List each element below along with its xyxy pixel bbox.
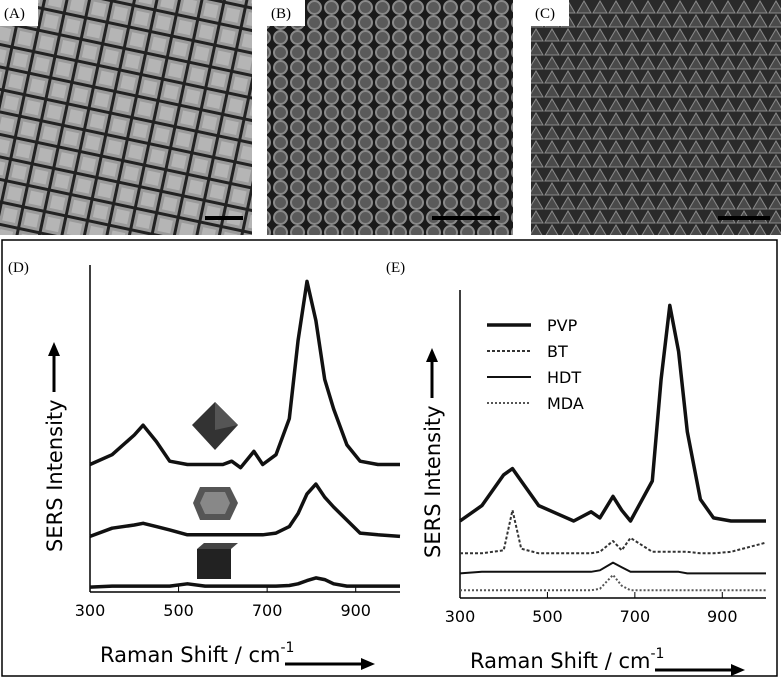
x-tick-label: 900 bbox=[340, 601, 371, 620]
x-arrow-head bbox=[731, 664, 745, 676]
y-axis-label: SERS Intensity bbox=[43, 399, 67, 552]
x-tick-label: 700 bbox=[252, 601, 283, 620]
x-axis-label-text: Raman Shift / cm bbox=[100, 643, 280, 667]
x-tick-label: 900 bbox=[707, 607, 738, 626]
x-tick-label: 300 bbox=[445, 607, 476, 626]
spectrum-line bbox=[459, 561, 766, 575]
x-axis-label-text: Raman Shift / cm bbox=[470, 649, 650, 673]
spectrum-line bbox=[460, 509, 767, 555]
sem-image-b bbox=[267, 0, 513, 235]
x-tick-label: 500 bbox=[163, 601, 194, 620]
x-tick-label: 300 bbox=[75, 601, 106, 620]
legend-label: BT bbox=[547, 342, 568, 361]
panel-label: (A) bbox=[4, 6, 25, 22]
legend-label: PVP bbox=[547, 316, 578, 335]
x-axis-label: Raman Shift / cm-1 bbox=[100, 640, 294, 667]
spectrum-line bbox=[89, 576, 400, 589]
spectrum-line bbox=[89, 279, 400, 470]
sem-image-c bbox=[531, 0, 781, 235]
x-tick-label: 700 bbox=[620, 607, 651, 626]
spectrum-line bbox=[89, 482, 401, 539]
panel-label: (D) bbox=[8, 260, 29, 276]
x-axis-label-superscript: -1 bbox=[280, 640, 294, 656]
legend-label: HDT bbox=[547, 368, 581, 387]
legend-label: MDA bbox=[547, 394, 584, 413]
y-arrow-head bbox=[426, 348, 438, 362]
panel-label: (C) bbox=[535, 6, 555, 22]
x-axis-label-superscript: -1 bbox=[650, 646, 664, 662]
chart-frame bbox=[1, 239, 778, 677]
y-axis-label: SERS Intensity bbox=[421, 405, 445, 558]
x-arrow-head bbox=[361, 658, 375, 670]
y-arrow-head bbox=[48, 342, 60, 356]
spectrum-line bbox=[460, 573, 766, 592]
x-axis-label: Raman Shift / cm-1 bbox=[470, 646, 664, 673]
panel-label: (E) bbox=[386, 260, 405, 276]
panel-label: (B) bbox=[271, 6, 291, 22]
spectrum-line bbox=[458, 303, 766, 523]
sem-image-a bbox=[0, 0, 252, 235]
shape-icons bbox=[192, 402, 238, 579]
x-tick-label: 500 bbox=[532, 607, 563, 626]
